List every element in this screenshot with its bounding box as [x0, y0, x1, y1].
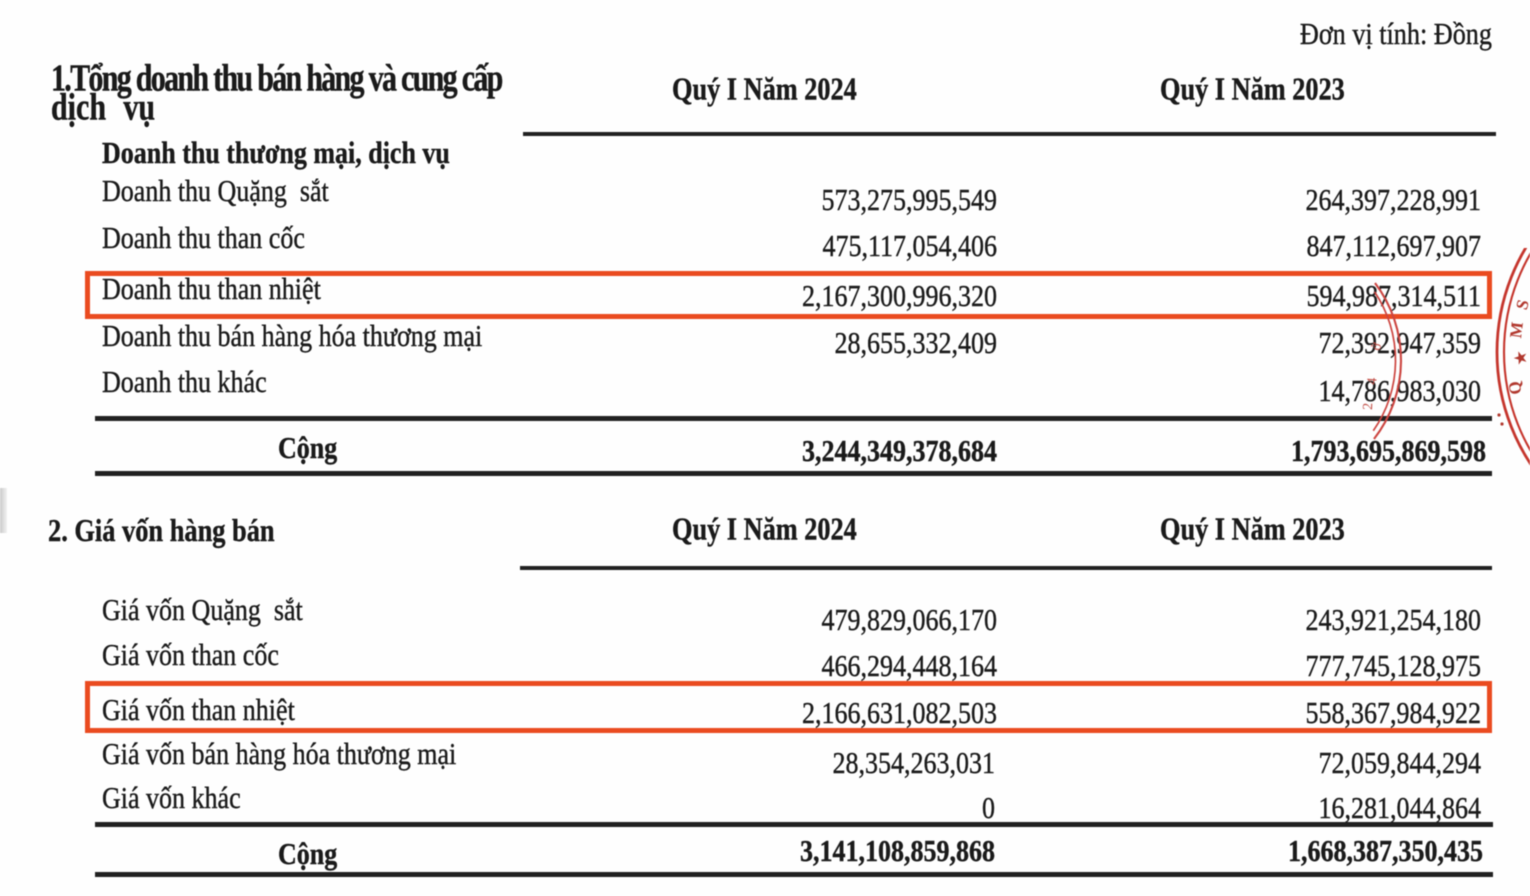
- svg-text:M: M: [1506, 321, 1527, 339]
- svg-text:Q: Q: [1504, 380, 1525, 397]
- svg-text:ở: ở: [1369, 341, 1385, 351]
- svg-text:★: ★: [1513, 350, 1529, 365]
- svg-text:4: 4: [1365, 377, 1381, 385]
- svg-text:2: 2: [1361, 403, 1376, 411]
- svg-text:S: S: [1512, 297, 1530, 311]
